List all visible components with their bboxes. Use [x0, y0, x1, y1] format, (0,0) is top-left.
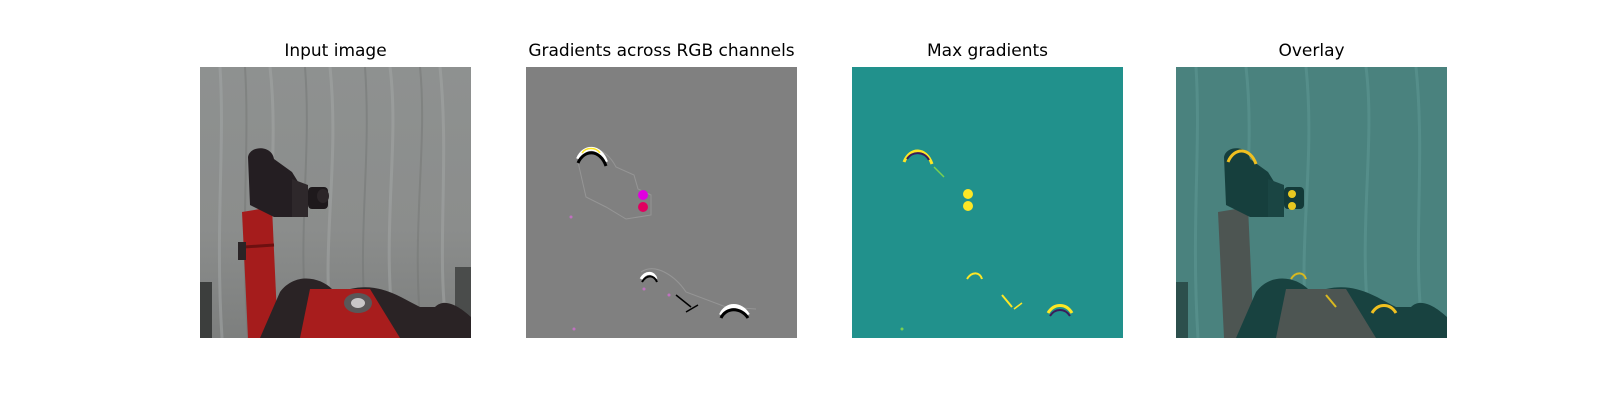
overlay-image	[1176, 67, 1447, 338]
panel-title-input-image: Input image	[284, 41, 387, 61]
max-gradients-image	[852, 67, 1123, 338]
gradients-rgb-image	[526, 67, 797, 338]
panel-title-max-gradients: Max gradients	[926, 41, 1049, 61]
panel-title-gradients-rgb: Gradients across RGB channels	[528, 41, 795, 61]
panel-title-overlay: Overlay	[1278, 41, 1345, 61]
gradients-rgb-panel	[526, 67, 797, 338]
input-image-panel	[200, 67, 471, 338]
max-gradients-panel	[852, 67, 1123, 338]
input-image	[200, 67, 471, 338]
overlay-panel	[1176, 67, 1447, 338]
